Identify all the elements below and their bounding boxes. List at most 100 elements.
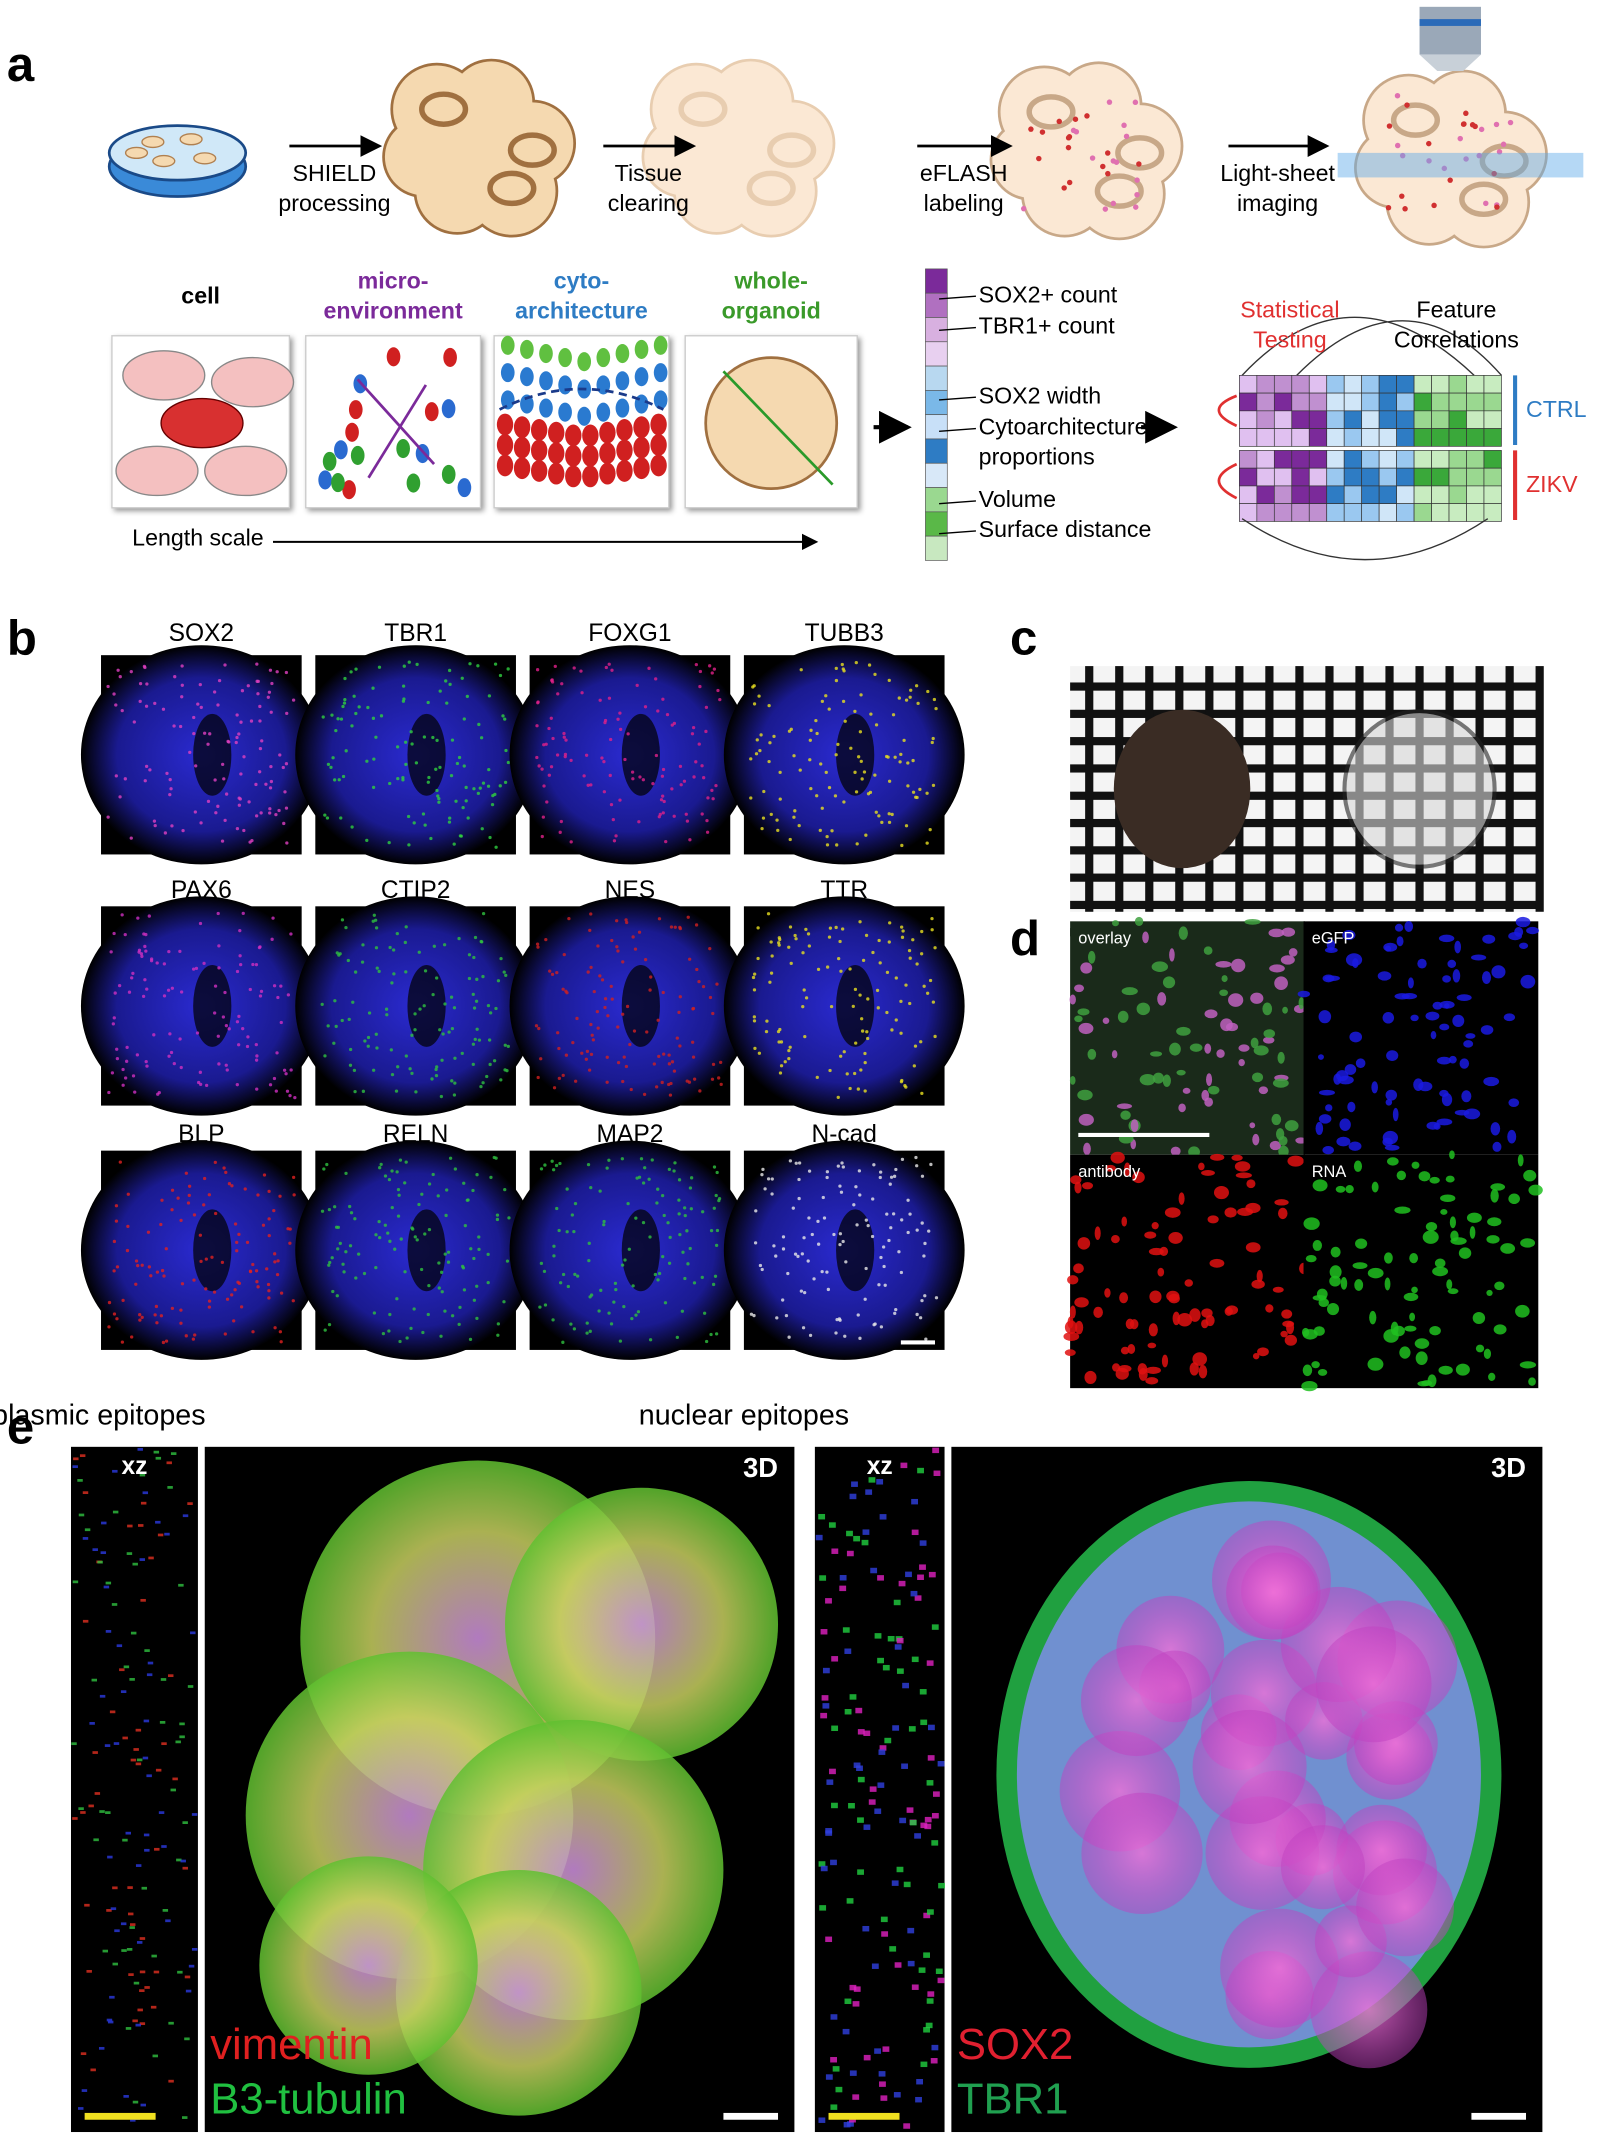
- signal: [920, 1091, 924, 1095]
- signal: [1287, 1155, 1304, 1167]
- signal: [612, 1300, 616, 1304]
- signal: [894, 1018, 898, 1022]
- signal: [395, 1170, 399, 1174]
- heat-cell: [1466, 450, 1485, 469]
- cell-dot: [1426, 158, 1432, 164]
- signal: [448, 1156, 453, 1160]
- feature-tick: [939, 530, 976, 535]
- signal: [752, 702, 757, 706]
- xz-signal: [857, 1776, 865, 1783]
- heat-cell: [1326, 485, 1345, 505]
- signal: [208, 732, 212, 736]
- xz-signal: [129, 1926, 135, 1929]
- label: TBR1: [384, 620, 447, 647]
- xz-signal: [908, 1726, 916, 1732]
- signal: [125, 1248, 130, 1253]
- heat-cell: [1326, 392, 1345, 412]
- signal: [610, 668, 614, 672]
- signal: [115, 1056, 120, 1061]
- xz-signal: [830, 2057, 838, 2063]
- signal: [832, 1232, 836, 1237]
- signal: [788, 925, 793, 929]
- signal: [374, 1032, 378, 1036]
- heat-cell: [1343, 428, 1363, 447]
- xz-signal: [919, 1540, 927, 1546]
- signal: [1159, 1246, 1169, 1257]
- signal: [793, 1252, 798, 1256]
- xz-signal: [112, 1469, 118, 1473]
- xz-signal: [105, 1811, 111, 1814]
- signal: [706, 796, 710, 800]
- cell: [596, 402, 611, 422]
- signal: [772, 734, 776, 738]
- signal: [909, 688, 913, 692]
- signal: [144, 1059, 148, 1064]
- signal: [934, 706, 938, 711]
- signal: [1414, 1338, 1430, 1349]
- signal: [928, 828, 932, 832]
- signal: [637, 820, 641, 824]
- signal: [841, 1239, 845, 1244]
- signal: [1213, 1185, 1229, 1200]
- signal: [551, 1168, 556, 1172]
- signal: [395, 745, 400, 749]
- signal: [487, 768, 491, 772]
- signal: [710, 1077, 715, 1081]
- signal: [549, 765, 554, 769]
- signal: [371, 716, 376, 720]
- heat-cell: [1343, 467, 1363, 487]
- label: Correlations: [1394, 326, 1519, 352]
- signal: [1488, 1372, 1496, 1381]
- cell: [331, 473, 345, 493]
- signal: [1145, 1366, 1161, 1374]
- signal: [698, 1089, 702, 1093]
- signal: [1507, 1129, 1517, 1144]
- signal: [564, 1053, 569, 1057]
- signal: [112, 1269, 116, 1273]
- signal: [756, 926, 760, 930]
- signal: [708, 664, 712, 668]
- xz-signal: [72, 1465, 78, 1469]
- signal: [476, 791, 480, 796]
- signal: [419, 1267, 424, 1272]
- label: eFLASH: [920, 160, 1008, 186]
- xz-signal: [155, 1456, 162, 1460]
- cell-dot: [1447, 177, 1453, 183]
- signal: [1458, 1247, 1472, 1259]
- signal: [685, 1229, 689, 1233]
- signal: [440, 1058, 444, 1062]
- signal: [799, 1289, 804, 1293]
- xz-signal: [911, 1498, 919, 1505]
- xz-signal: [852, 2001, 860, 2007]
- signal: [1409, 1312, 1416, 1322]
- signal: [709, 1332, 713, 1337]
- signal: [379, 1162, 383, 1167]
- signal: [423, 823, 427, 827]
- signal: [245, 1044, 250, 1049]
- signal: [787, 1048, 791, 1053]
- xz-signal: [84, 1528, 91, 1532]
- signal: [410, 1033, 414, 1037]
- signal: [752, 1015, 756, 1019]
- signal: [341, 704, 345, 709]
- signal: [589, 1022, 593, 1027]
- signal: [153, 823, 157, 828]
- cell: [650, 454, 667, 477]
- signal: [488, 1062, 492, 1067]
- signal: [1429, 1176, 1440, 1184]
- xz-signal: [143, 1833, 150, 1837]
- signal: [656, 1278, 660, 1282]
- signal: [702, 776, 706, 780]
- signal: [1120, 1110, 1131, 1120]
- cell-dot: [1494, 204, 1500, 210]
- signal: [286, 1227, 290, 1231]
- heat-cell: [1483, 485, 1502, 505]
- signal: [680, 1309, 685, 1313]
- signal: [756, 956, 760, 961]
- xz-signal: [127, 1524, 133, 1528]
- signal: [251, 1330, 255, 1334]
- signal: [254, 782, 258, 787]
- xz-signal: [894, 1644, 902, 1650]
- signal: [439, 1334, 443, 1338]
- signal: [856, 1087, 860, 1091]
